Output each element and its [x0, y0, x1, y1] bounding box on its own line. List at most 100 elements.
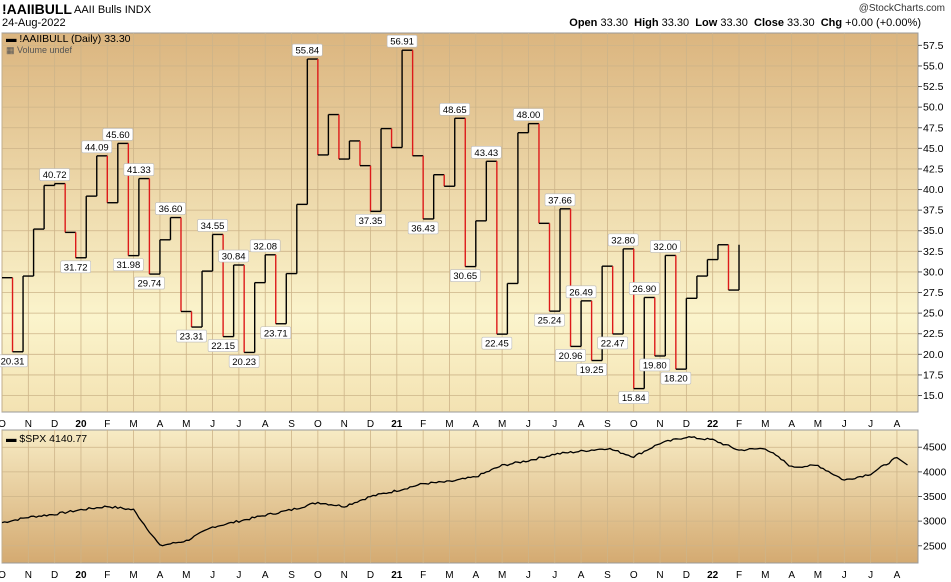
data-label-box	[207, 339, 239, 352]
y-tick-label: 27.5	[923, 287, 944, 299]
data-label-box	[471, 145, 502, 159]
data-label: 26.49	[569, 287, 593, 298]
y-tick-label: 47.5	[923, 122, 944, 134]
x-tick-label: D	[51, 419, 58, 430]
y-tick-label: 25.0	[923, 308, 944, 320]
x-tick-label: S	[288, 570, 295, 581]
ohlc-readout: Open 33.30 High 33.30 Low 33.30 Close 33…	[569, 17, 921, 29]
data-label: 55.84	[295, 46, 319, 57]
x-tick-label: S	[288, 419, 295, 430]
data-label: 40.72	[43, 170, 67, 181]
x-tick-label: J	[868, 570, 873, 581]
x-tick-label: 20	[75, 419, 87, 430]
x-tick-label: J	[236, 419, 241, 430]
data-label: 26.90	[632, 284, 656, 295]
y-tick-label: 4500	[923, 442, 947, 454]
x-tick-label: M	[814, 570, 822, 581]
data-label-box	[155, 202, 186, 215]
x-tick-label: S	[604, 419, 611, 430]
x-tick-label: N	[341, 570, 348, 581]
x-tick-label: J	[526, 570, 531, 581]
x-tick-label: A	[788, 419, 795, 430]
data-label: 48.65	[443, 105, 467, 116]
y-tick-label: 52.5	[923, 81, 944, 93]
x-tick-label: F	[420, 419, 426, 430]
x-tick-label: 21	[391, 570, 403, 581]
data-label-box	[660, 371, 692, 385]
x-tick-label: D	[683, 419, 690, 430]
x-tick-label: M	[182, 419, 190, 430]
data-label-box	[534, 313, 565, 327]
y-tick-label: 17.5	[923, 369, 944, 381]
x-tick-label: N	[656, 419, 663, 430]
data-label-box	[650, 240, 681, 253]
data-label-box	[618, 391, 650, 404]
data-label-box	[407, 221, 439, 235]
x-tick-label: A	[578, 570, 585, 581]
x-tick-label: J	[526, 419, 531, 430]
data-label: 23.31	[180, 332, 204, 343]
x-tick-label: F	[736, 419, 742, 430]
x-tick-label: A	[262, 570, 269, 581]
x-tick-label: S	[604, 570, 611, 581]
x-tick-label: J	[552, 419, 557, 430]
data-label-box	[228, 355, 260, 368]
data-label-box	[597, 336, 628, 350]
y-tick-label: 15.0	[923, 390, 944, 402]
data-label-box	[544, 193, 576, 207]
x-tick-label: O	[630, 419, 638, 430]
x-tick-label: M	[761, 570, 769, 581]
x-tick-label: J	[236, 570, 241, 581]
data-label: 31.98	[116, 260, 140, 271]
data-label-box	[386, 34, 418, 48]
y-tick-label: 4000	[923, 466, 947, 478]
copyright-text: @StockCharts.com	[858, 3, 945, 14]
data-label: 41.33	[127, 165, 151, 176]
data-label: 20.96	[559, 351, 583, 362]
data-label: 32.80	[611, 235, 635, 246]
x-tick-label: M	[129, 570, 137, 581]
data-label-box	[0, 354, 28, 368]
data-label-box	[607, 233, 639, 247]
y-tick-label: 2500	[923, 540, 947, 552]
x-tick-label: M	[761, 419, 769, 430]
y-tick-label: 20.0	[923, 349, 944, 361]
x-tick-label: A	[472, 570, 479, 581]
data-label: 20.31	[1, 356, 25, 367]
data-label: 30.65	[453, 271, 477, 282]
chart-date: 24-Aug-2022	[2, 17, 66, 29]
data-label: 29.74	[138, 279, 162, 290]
x-tick-label: J	[552, 570, 557, 581]
data-label-box	[60, 260, 92, 274]
x-tick-label: D	[367, 419, 374, 430]
y-tick-label: 50.0	[923, 102, 944, 114]
y-tick-label: 40.0	[923, 184, 944, 196]
x-axis-top: O N D 20 F M A M J J A S O N D 21 F M A M J J A S O N D 22 F M A M J J A	[0, 419, 901, 430]
panel-title: ▬ $SPX 4140.77	[6, 433, 87, 445]
data-label: 36.43	[411, 223, 435, 234]
data-label: 45.60	[106, 130, 130, 141]
x-tick-label: M	[445, 419, 453, 430]
x-tick-label: N	[25, 570, 32, 581]
y-tick-label: 45.0	[923, 143, 944, 155]
x-tick-label: N	[341, 419, 348, 430]
data-label: 32.08	[253, 241, 277, 252]
x-tick-label: M	[445, 570, 453, 581]
x-tick-label: O	[0, 419, 6, 430]
data-label: 19.25	[580, 365, 604, 376]
data-label: 15.84	[622, 393, 646, 404]
y-tick-label: 30.0	[923, 266, 944, 278]
y-tick-label: 22.5	[923, 328, 944, 340]
y-tick-label: 37.5	[923, 205, 944, 217]
data-label: 34.55	[201, 221, 225, 232]
data-label: 37.66	[548, 195, 572, 206]
y-tick-label: 3500	[923, 491, 947, 503]
data-label-box	[123, 163, 155, 176]
data-label-box	[449, 269, 481, 282]
x-tick-label: 20	[75, 570, 87, 581]
x-tick-label: 22	[707, 419, 719, 430]
data-label-box	[134, 276, 165, 290]
data-label: 56.91	[390, 37, 414, 48]
x-tick-label: A	[157, 419, 164, 430]
x-tick-label: J	[868, 419, 873, 430]
